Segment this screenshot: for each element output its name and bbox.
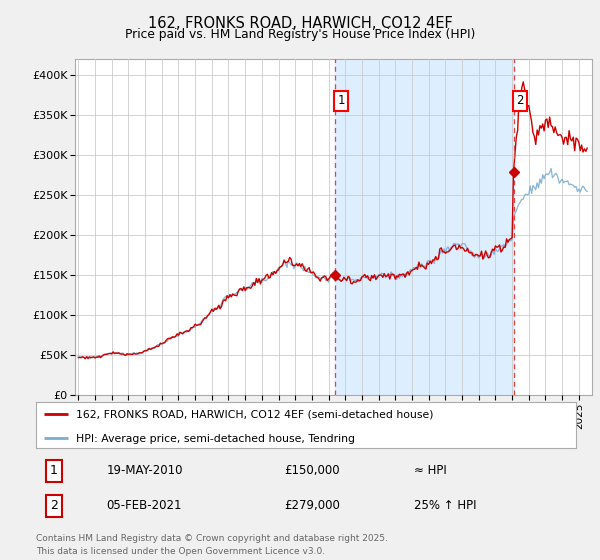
Text: Price paid vs. HM Land Registry's House Price Index (HPI): Price paid vs. HM Land Registry's House … [125,28,475,41]
Text: ≈ HPI: ≈ HPI [414,464,447,478]
Text: 162, FRONKS ROAD, HARWICH, CO12 4EF: 162, FRONKS ROAD, HARWICH, CO12 4EF [148,16,452,31]
Text: £150,000: £150,000 [284,464,340,478]
Text: 19-MAY-2010: 19-MAY-2010 [106,464,182,478]
Text: 1: 1 [337,94,345,108]
Text: 25% ↑ HPI: 25% ↑ HPI [414,499,476,512]
Text: 162, FRONKS ROAD, HARWICH, CO12 4EF (semi-detached house): 162, FRONKS ROAD, HARWICH, CO12 4EF (sem… [77,410,434,420]
Text: 1: 1 [50,464,58,478]
Text: 2: 2 [516,94,524,108]
Text: 05-FEB-2021: 05-FEB-2021 [106,499,182,512]
Text: 2: 2 [50,499,58,512]
Bar [335,59,514,395]
Text: £279,000: £279,000 [284,499,340,512]
Text: HPI: Average price, semi-detached house, Tendring: HPI: Average price, semi-detached house,… [77,434,355,444]
Text: Contains HM Land Registry data © Crown copyright and database right 2025.
This d: Contains HM Land Registry data © Crown c… [36,534,388,556]
